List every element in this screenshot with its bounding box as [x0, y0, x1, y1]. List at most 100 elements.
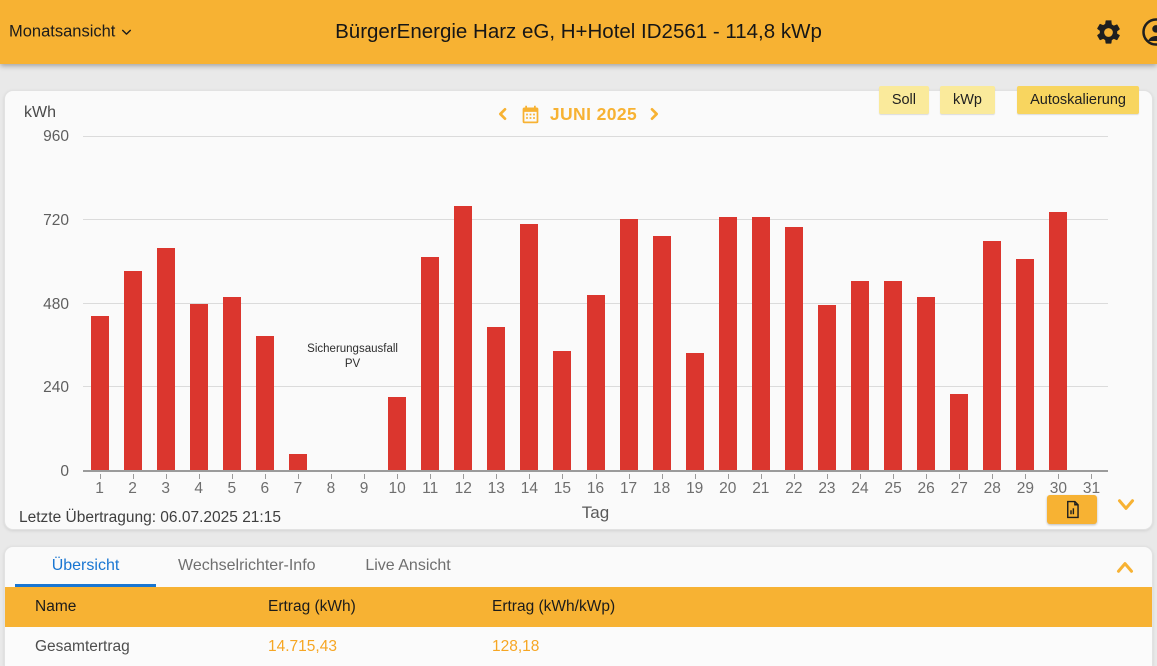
bar-day-5[interactable] [222, 296, 241, 470]
bar-day-18[interactable] [652, 235, 671, 470]
x-tick [264, 474, 266, 479]
bar-day-11[interactable] [421, 256, 440, 470]
x-tick [297, 474, 299, 479]
x-tick [330, 474, 332, 479]
bar-day-3[interactable] [156, 248, 175, 470]
x-tick-label: 11 [422, 480, 439, 497]
account-circle-icon[interactable] [1141, 17, 1157, 47]
x-tick [99, 474, 101, 479]
x-tick-label: 1 [95, 480, 104, 497]
x-axis-labels: 1 2 3 4 5 6 7 8 9 10 11 12 13 14 15 16 17 18 19 20 21 22 23 24 2… [83, 480, 1108, 500]
x-tick [860, 474, 862, 479]
y-tick-label: 720 [43, 211, 69, 229]
x-tick [595, 474, 597, 479]
row-ertrag-kwh-kwp: 128,18 [492, 638, 540, 655]
bar-day-25[interactable] [884, 280, 903, 470]
x-tick [926, 474, 928, 479]
month-navigation: JUNI 2025 [5, 100, 1152, 128]
x-tick-label: 20 [719, 480, 737, 497]
x-tick-label: 4 [194, 480, 204, 497]
annotation-line1: Sicherungsausfall [307, 343, 398, 355]
bar-day-30[interactable] [1049, 211, 1068, 470]
x-tick-label: 10 [388, 480, 406, 497]
x-tick-label: 19 [686, 480, 704, 497]
bar-day-12[interactable] [454, 206, 473, 470]
calendar-icon[interactable] [520, 104, 541, 125]
x-tick [231, 474, 233, 479]
x-axis-title: Tag [581, 503, 610, 522]
column-header-ertrag-kwh-kwp: Ertrag (kWh/kWp) [492, 598, 616, 615]
y-tick-label: 0 [60, 463, 69, 480]
x-tick-label: 18 [653, 480, 671, 497]
y-axis-unit-label: kWh [24, 104, 56, 121]
bar-day-24[interactable] [851, 280, 870, 470]
export-report-button[interactable] [1047, 495, 1097, 524]
x-tick-label: 31 [1082, 480, 1101, 497]
x-tick-label: 16 [586, 480, 605, 497]
bar-day-4[interactable] [189, 304, 208, 470]
x-tick-label: 26 [917, 480, 935, 497]
bar-day-22[interactable] [784, 227, 803, 470]
soll-button[interactable]: Soll [878, 86, 929, 114]
tab-live-ansicht[interactable]: Live Ansicht [365, 556, 451, 574]
previous-month-icon[interactable] [495, 103, 511, 125]
bar-day-21[interactable] [751, 217, 770, 470]
bar-day-17[interactable] [619, 218, 638, 470]
x-tick [529, 474, 531, 479]
tab-wechselrichter-info[interactable]: Wechselrichter-Info [178, 556, 316, 574]
collapse-details-chevron-up-icon[interactable] [1112, 555, 1138, 586]
chart-card: kWh JUNI 2025 Soll kWp Autoskalierung 0 2… [4, 86, 1153, 530]
x-tick-label: 23 [818, 480, 836, 497]
x-tick [959, 474, 961, 479]
x-axis-ticks [83, 474, 1108, 480]
bar-day-19[interactable] [685, 352, 704, 470]
bar-day-26[interactable] [917, 297, 936, 470]
x-tick [562, 474, 564, 479]
x-tick-label: 27 [950, 480, 968, 497]
collapse-chart-chevron-down-icon[interactable] [1113, 491, 1139, 522]
y-tick-label: 240 [43, 379, 69, 397]
x-tick [893, 474, 895, 479]
x-tick [694, 474, 696, 479]
x-tick [1058, 474, 1060, 479]
bar-day-10[interactable] [388, 397, 407, 470]
bar-day-7[interactable] [288, 454, 307, 470]
bar-day-23[interactable] [817, 305, 836, 470]
bar-day-1[interactable] [90, 315, 109, 470]
bar-day-13[interactable] [487, 327, 506, 470]
bar-day-2[interactable] [123, 270, 142, 470]
x-tick-label: 24 [851, 480, 869, 497]
bar-day-6[interactable] [255, 336, 274, 470]
x-tick [992, 474, 994, 479]
x-tick-label: 14 [520, 480, 538, 497]
bar-day-16[interactable] [586, 294, 605, 470]
kwp-button[interactable]: kWp [940, 86, 995, 114]
next-month-icon[interactable] [646, 103, 662, 125]
x-tick-label: 28 [983, 480, 1001, 497]
y-tick-label: 960 [43, 128, 69, 145]
last-transmission-text: Letzte Übertragung: 06.07.2025 21:15 [19, 509, 281, 526]
bar-day-14[interactable] [520, 223, 539, 470]
autoscale-button[interactable]: Autoskalierung [1017, 86, 1139, 114]
bar-day-20[interactable] [718, 216, 737, 470]
settings-gear-icon[interactable] [1093, 17, 1123, 47]
tabs-row: Übersicht Wechselrichter-Info Live Ansic… [5, 547, 1152, 587]
x-tick [727, 474, 729, 479]
bar-day-15[interactable] [553, 351, 572, 470]
bar-day-27[interactable] [950, 393, 969, 470]
x-tick [661, 474, 663, 479]
x-tick-label: 13 [487, 480, 505, 497]
x-tick-label: 30 [1049, 480, 1068, 497]
bar-day-29[interactable] [1016, 259, 1035, 470]
month-label[interactable]: JUNI 2025 [549, 103, 638, 124]
tab-uebersicht[interactable]: Übersicht [15, 547, 156, 587]
x-tick [198, 474, 200, 479]
y-axis-labels: 0 240 480 720 960 [11, 128, 69, 480]
x-tick-label: 2 [128, 480, 137, 497]
view-selector-dropdown[interactable]: Monatsansicht [9, 23, 133, 42]
x-tick [760, 474, 762, 479]
gridline [83, 136, 1108, 137]
x-tick [1091, 474, 1093, 479]
bar-day-28[interactable] [983, 241, 1002, 470]
x-tick-label: 15 [553, 480, 572, 497]
